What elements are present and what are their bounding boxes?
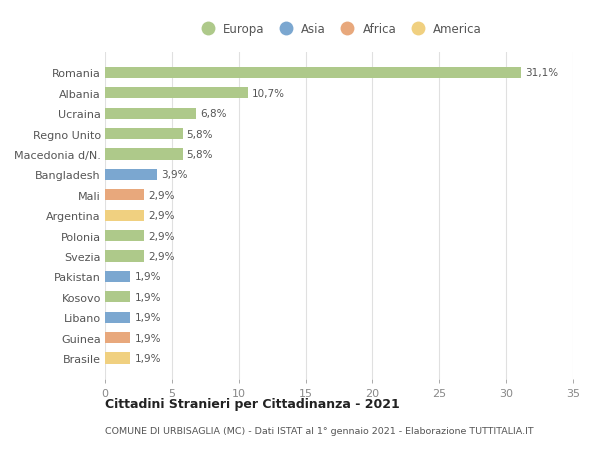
Text: 31,1%: 31,1%: [525, 68, 558, 78]
Bar: [105, 312, 130, 323]
Text: 2,9%: 2,9%: [148, 190, 174, 201]
Bar: [105, 129, 182, 140]
Text: 5,8%: 5,8%: [187, 150, 213, 160]
Bar: [105, 353, 130, 364]
Text: 1,9%: 1,9%: [134, 333, 161, 343]
Bar: [105, 251, 144, 262]
Text: 2,9%: 2,9%: [148, 211, 174, 221]
Bar: [105, 271, 130, 282]
Bar: [105, 332, 130, 343]
Bar: [105, 190, 144, 201]
Bar: [105, 67, 521, 79]
Bar: [105, 210, 144, 221]
Bar: [105, 88, 248, 99]
Text: 5,8%: 5,8%: [187, 129, 213, 139]
Text: 3,9%: 3,9%: [161, 170, 188, 180]
Text: 1,9%: 1,9%: [134, 292, 161, 302]
Text: 1,9%: 1,9%: [134, 272, 161, 282]
Text: Cittadini Stranieri per Cittadinanza - 2021: Cittadini Stranieri per Cittadinanza - 2…: [105, 397, 400, 410]
Bar: [105, 149, 182, 160]
Text: 6,8%: 6,8%: [200, 109, 226, 119]
Legend: Europa, Asia, Africa, America: Europa, Asia, Africa, America: [193, 20, 485, 39]
Text: 10,7%: 10,7%: [252, 89, 285, 99]
Bar: [105, 169, 157, 180]
Text: 2,9%: 2,9%: [148, 252, 174, 262]
Text: 1,9%: 1,9%: [134, 353, 161, 363]
Text: 1,9%: 1,9%: [134, 313, 161, 323]
Text: COMUNE DI URBISAGLIA (MC) - Dati ISTAT al 1° gennaio 2021 - Elaborazione TUTTITA: COMUNE DI URBISAGLIA (MC) - Dati ISTAT a…: [105, 426, 533, 435]
Bar: [105, 108, 196, 119]
Text: 2,9%: 2,9%: [148, 231, 174, 241]
Bar: [105, 230, 144, 242]
Bar: [105, 291, 130, 303]
